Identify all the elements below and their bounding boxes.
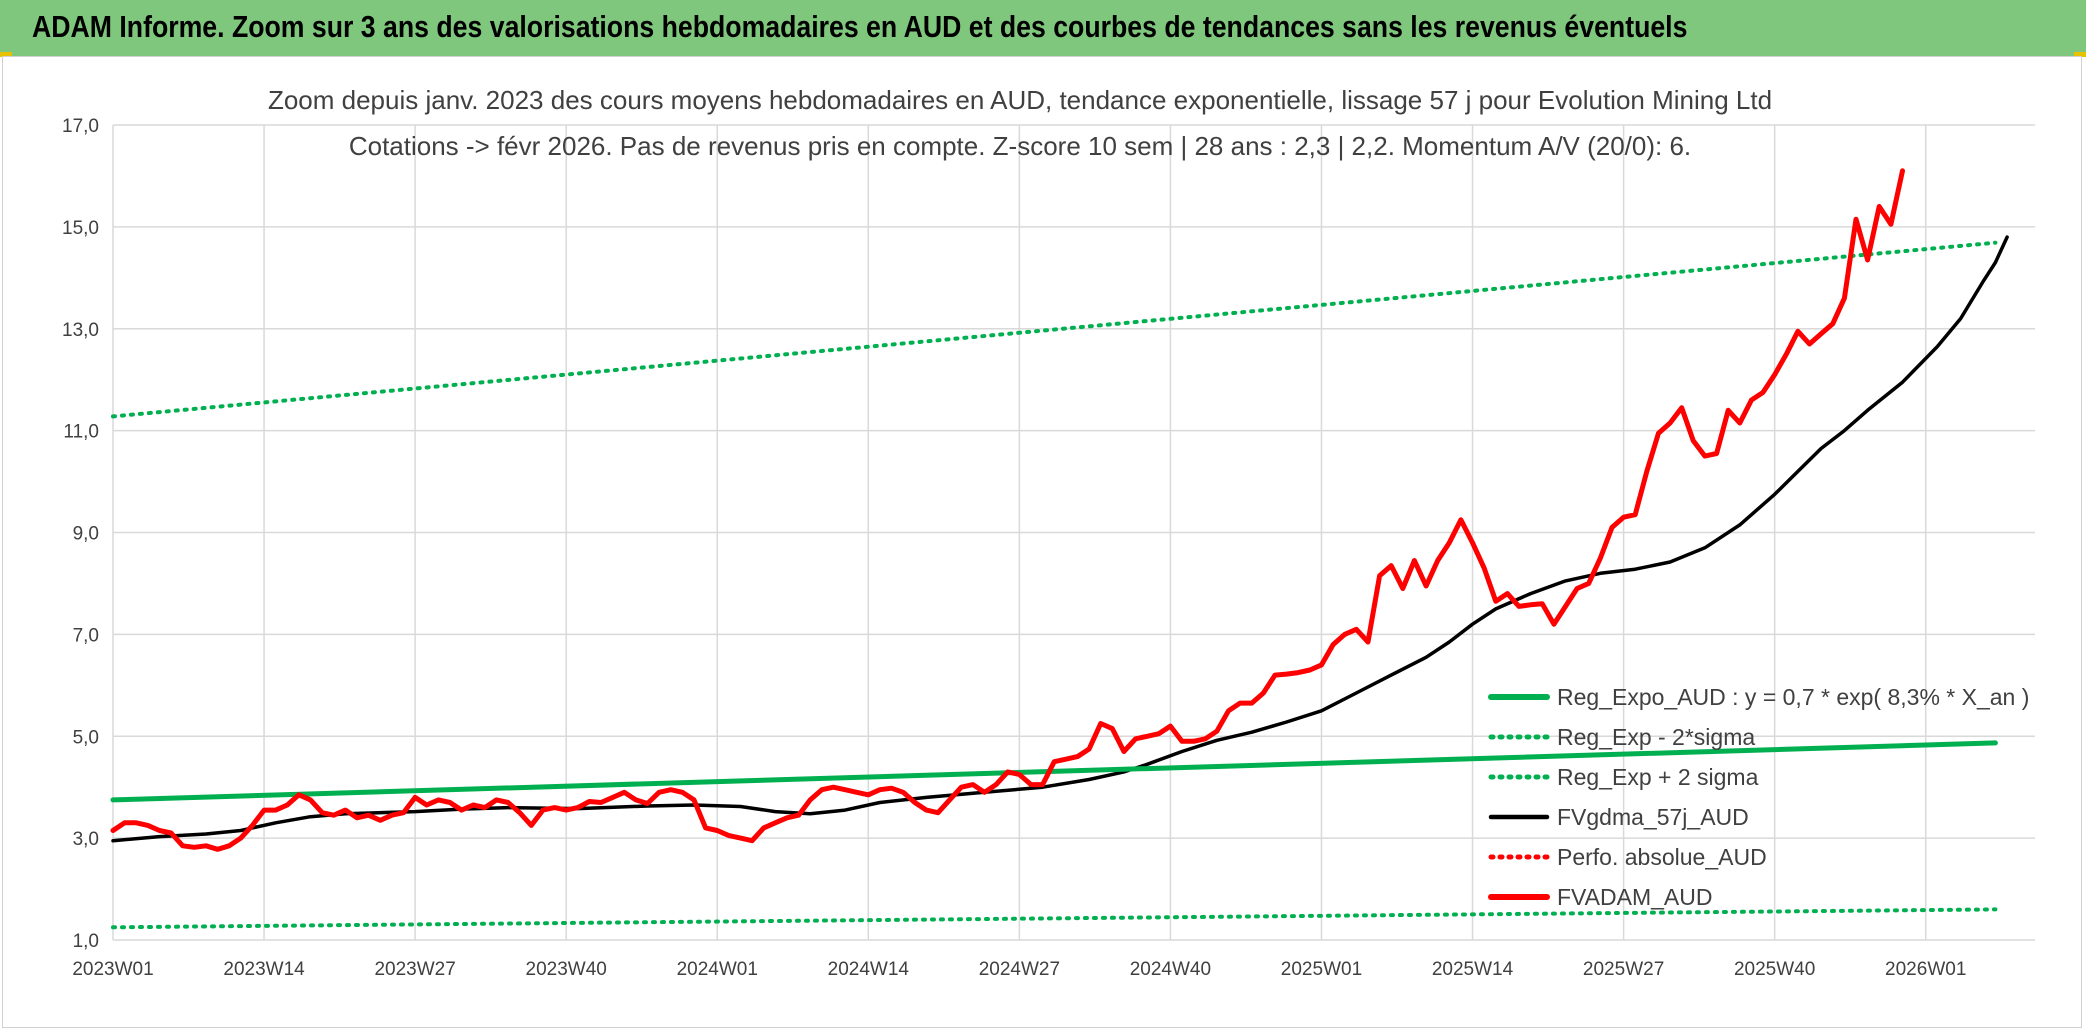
x-tick-label: 2023W01 [72, 959, 153, 980]
series-line-3 [111, 235, 2009, 843]
report-title: ADAM Informe. Zoom sur 3 ans des valoris… [32, 9, 1688, 44]
x-tick-label: 2025W14 [1432, 959, 1514, 980]
y-tick-label: 3,0 [73, 829, 99, 850]
legend-label: Reg_Expo_AUD : y = 0,7 * exp( 8,3% * X_a… [1557, 684, 2029, 710]
x-tick-label: 2023W40 [526, 959, 607, 980]
y-axis: 1,0 3,0 5,0 7,0 9,0 11,0 13,0 15,0 17,0 [62, 116, 99, 952]
report-banner: ADAM Informe. Zoom sur 3 ans des valoris… [0, 0, 2086, 56]
x-tick-label: 2025W27 [1583, 959, 1664, 980]
x-tick-label: 2025W40 [1734, 959, 1815, 980]
series-line-5 [110, 168, 1905, 852]
y-tick-label: 5,0 [73, 727, 99, 748]
legend: Reg_Expo_AUD : y = 0,7 * exp( 8,3% * X_a… [1488, 684, 2029, 910]
x-tick-label: 2024W40 [1130, 959, 1211, 980]
y-tick-label: 15,0 [62, 218, 99, 239]
chart-title-line-2: Cotations -> févr 2026. Pas de revenus p… [349, 131, 1691, 161]
legend-label: FVADAM_AUD [1557, 884, 1713, 910]
line-chart: Zoom depuis janv. 2023 des cours moyens … [62, 85, 2035, 980]
chart-title-line-1: Zoom depuis janv. 2023 des cours moyens … [268, 85, 1772, 115]
x-tick-label: 2024W27 [979, 959, 1060, 980]
x-tick-label: 2023W27 [374, 959, 455, 980]
x-tick-label: 2026W01 [1885, 959, 1966, 980]
y-tick-label: 9,0 [73, 524, 99, 545]
legend-label: Reg_Exp + 2 sigma [1557, 764, 1759, 790]
x-tick-label: 2025W01 [1281, 959, 1362, 980]
series-line-1 [111, 907, 1998, 930]
legend-label: Reg_Exp - 2*sigma [1557, 724, 1755, 750]
series-line-0 [110, 740, 1998, 803]
series-layer [110, 168, 2009, 930]
banner-right-accent [2074, 52, 2086, 57]
legend-label: FVgdma_57j_AUD [1557, 804, 1749, 830]
y-tick-label: 1,0 [73, 931, 99, 952]
x-axis: 2023W01 2023W14 2023W27 2023W40 2024W01 2024W… [72, 959, 1966, 980]
grid-layer [112, 124, 2035, 941]
y-tick-label: 11,0 [63, 422, 99, 443]
x-tick-label: 2024W14 [828, 959, 910, 980]
y-tick-label: 17,0 [62, 116, 99, 137]
series-line-2 [111, 240, 1998, 419]
chart-area: Zoom depuis janv. 2023 des cours moyens … [2, 56, 2082, 1028]
banner-left-accent [0, 52, 12, 57]
x-tick-label: 2023W14 [223, 959, 305, 980]
y-tick-label: 13,0 [62, 320, 99, 341]
x-tick-label: 2024W01 [677, 959, 758, 980]
legend-label: Perfo. absolue_AUD [1557, 844, 1767, 870]
y-tick-label: 7,0 [73, 625, 99, 646]
